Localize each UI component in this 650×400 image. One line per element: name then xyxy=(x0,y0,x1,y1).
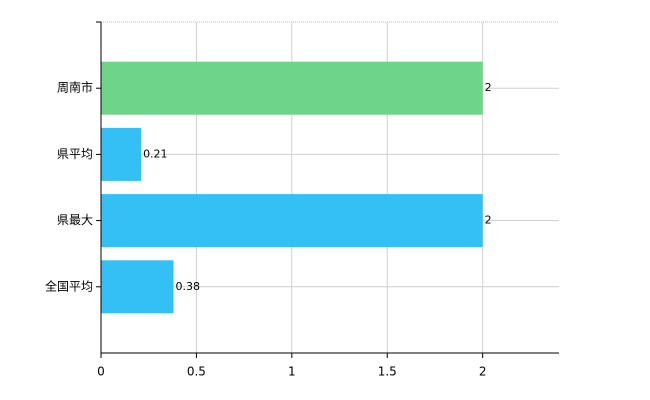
bar xyxy=(101,61,483,115)
bar xyxy=(101,260,174,314)
x-tick-label: 0.5 xyxy=(187,365,206,379)
y-tick-label: 周南市 xyxy=(57,80,93,95)
data-label: 0.38 xyxy=(176,280,201,293)
bar xyxy=(101,194,483,248)
y-tick-label: 県平均 xyxy=(57,147,93,161)
x-tick-label: 2 xyxy=(479,365,487,379)
x-tick-label: 1.5 xyxy=(378,365,397,379)
bar xyxy=(101,127,142,181)
x-tick-label: 0 xyxy=(97,365,105,379)
y-tick-label: 全国平均 xyxy=(45,278,93,293)
data-label: 2 xyxy=(485,81,492,94)
y-tick-label: 県最大 xyxy=(57,213,93,227)
data-label: 0.21 xyxy=(143,147,168,160)
data-label: 2 xyxy=(485,214,492,227)
x-tick-label: 1 xyxy=(288,365,296,379)
